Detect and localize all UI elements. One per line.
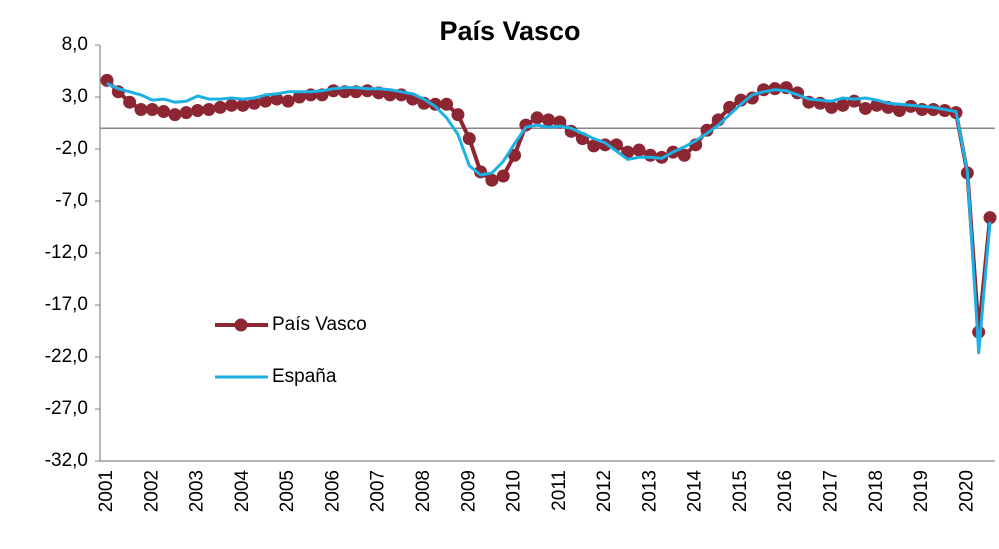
data-point	[496, 169, 510, 183]
data-point	[847, 94, 861, 108]
data-point	[236, 98, 250, 112]
data-point	[258, 94, 272, 108]
x-tick-label: 2002	[141, 470, 162, 512]
y-tick-label: -32,0	[45, 450, 88, 471]
data-point	[440, 97, 454, 111]
data-point	[428, 97, 442, 111]
data-point	[145, 102, 159, 116]
x-tick-label: 2013	[639, 470, 660, 512]
legend-label: País Vasco	[272, 314, 367, 335]
data-point	[643, 148, 657, 162]
x-tick-label: 2020	[956, 470, 977, 512]
data-point	[134, 102, 148, 116]
x-tick-label: 2019	[911, 470, 932, 512]
x-tick-label: 2003	[187, 470, 208, 512]
x-tick-label: 2001	[96, 470, 117, 512]
x-tick-label: 2018	[866, 470, 887, 512]
data-point	[213, 100, 227, 114]
data-point	[485, 173, 499, 187]
data-point	[462, 132, 476, 146]
data-point	[451, 108, 465, 122]
data-point	[270, 92, 284, 106]
data-point	[530, 111, 544, 125]
y-tick-label: -27,0	[45, 398, 88, 419]
x-tick-label: 2005	[277, 470, 298, 512]
data-point	[168, 108, 182, 122]
x-tick-label: 2016	[775, 470, 796, 512]
data-point	[836, 98, 850, 112]
data-point	[360, 84, 374, 98]
data-point	[281, 94, 295, 108]
legend-marker	[234, 318, 248, 332]
x-tick-label: 2004	[232, 470, 253, 513]
y-tick-label: -17,0	[45, 294, 88, 315]
data-point	[700, 123, 714, 137]
data-point	[292, 90, 306, 104]
y-tick-label: -7,0	[55, 190, 88, 211]
series-line	[106, 82, 992, 355]
data-point	[157, 105, 171, 119]
y-tick-label: 8,0	[62, 34, 88, 55]
x-tick-label: 2012	[594, 470, 615, 512]
data-point	[542, 113, 555, 127]
data-point	[508, 148, 522, 162]
data-point	[858, 101, 872, 115]
y-tick-label: -12,0	[45, 242, 88, 263]
data-point	[825, 100, 839, 114]
data-point	[519, 118, 533, 132]
x-tick-label: 2008	[413, 470, 434, 512]
x-tick-label: 2014	[685, 470, 706, 513]
legend-label: España	[272, 366, 337, 387]
x-tick-label: 2017	[821, 470, 842, 512]
data-point	[202, 102, 216, 116]
data-point	[983, 211, 997, 225]
data-point	[225, 98, 239, 112]
x-tick-label: 2011	[549, 470, 570, 511]
y-tick-label: -22,0	[45, 346, 88, 367]
y-tick-label: 3,0	[62, 86, 88, 107]
data-point	[677, 148, 691, 162]
x-tick-label: 2009	[458, 470, 479, 512]
data-point	[587, 139, 601, 153]
data-point	[892, 104, 906, 118]
data-point	[123, 95, 137, 109]
x-tick-label: 2006	[322, 470, 343, 512]
x-tick-label: 2007	[368, 470, 389, 512]
x-tick-label: 2015	[730, 470, 751, 512]
chart-title: País Vasco	[439, 16, 580, 46]
data-point	[247, 96, 261, 110]
x-tick-label: 2010	[504, 470, 525, 512]
data-point	[632, 143, 646, 157]
y-tick-label: -2,0	[55, 138, 88, 159]
data-point	[179, 106, 193, 120]
data-point	[191, 104, 205, 118]
